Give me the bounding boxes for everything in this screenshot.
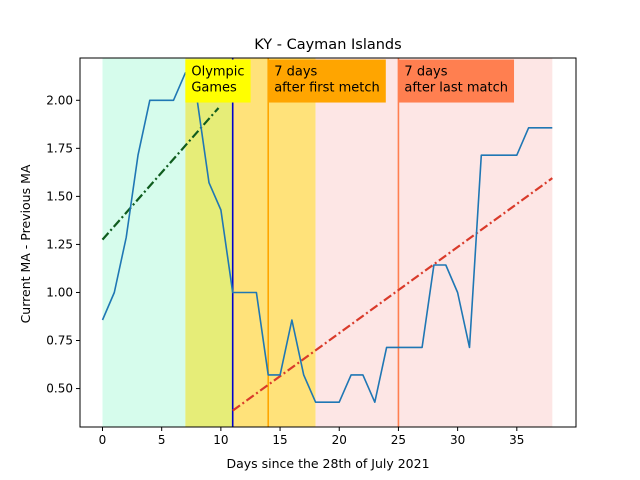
x-tick-label: 25 [391,433,406,447]
data-point [101,318,105,322]
x-tick-label: 20 [332,433,347,447]
data-point [113,291,117,295]
data-point [515,153,519,157]
y-tick-label: 2.00 [46,93,73,107]
data-point [551,126,555,130]
annotation-box [185,59,251,103]
data-point [397,346,401,350]
y-tick-label: 0.75 [46,334,73,348]
data-point [420,346,424,350]
data-point [479,153,483,157]
data-point [503,153,507,157]
y-tick-label: 1.00 [46,285,73,299]
annotation-text: Olympic [191,65,244,80]
data-point [219,208,223,212]
annotation-text: 7 days [404,65,447,80]
data-point [207,181,211,185]
band-after-last-match [315,58,553,427]
data-point [337,400,341,404]
x-tick-label: 35 [509,433,524,447]
annotation-text: after last match [404,81,508,96]
data-point [444,263,448,267]
data-point [136,153,140,157]
data-point [172,98,176,102]
annotation-box [398,59,515,103]
data-point [314,400,318,404]
data-point [231,291,235,295]
data-point [491,153,495,157]
y-tick-label: 1.50 [46,189,73,203]
data-point [373,400,377,404]
data-point [432,263,436,267]
x-tick-label: 10 [213,433,228,447]
trend-line-trend-before [101,107,220,241]
y-tick-label: 0.50 [46,382,73,396]
y-tick-label: 1.75 [46,141,73,155]
data-point [385,346,389,350]
plot-frame [79,57,577,428]
data-point [124,236,128,240]
chart-title: KY - Cayman Islands [254,37,401,53]
data-point [266,373,270,377]
data-point [148,98,152,102]
annotation-box [268,59,386,103]
y-tick-label: 1.25 [46,237,73,251]
data-point [408,346,412,350]
data-point [290,318,294,322]
x-tick-label: 30 [450,433,465,447]
annotation-text: Games [191,81,237,96]
x-axis-label: Days since the 28th of July 2021 [226,456,429,471]
data-point [527,126,531,130]
series-line [101,72,553,404]
data-point [302,373,306,377]
data-point [539,126,543,130]
x-tick-label: 15 [272,433,287,447]
trend-line-trend-after [232,177,553,412]
band-before-games [102,58,186,427]
data-point [160,98,164,102]
data-point [326,400,330,404]
data-point [278,373,282,377]
data-point [349,373,353,377]
data-point [243,291,247,295]
data-point [468,346,472,350]
data-point [361,373,365,377]
y-axis-label: Current MA - Previous MA [18,164,33,323]
annotation-text: 7 days [274,65,317,80]
data-point [255,291,259,295]
data-point [456,291,460,295]
x-tick-label: 0 [99,433,107,447]
x-tick-label: 5 [158,433,166,447]
annotation-text: after first metch [274,81,380,96]
